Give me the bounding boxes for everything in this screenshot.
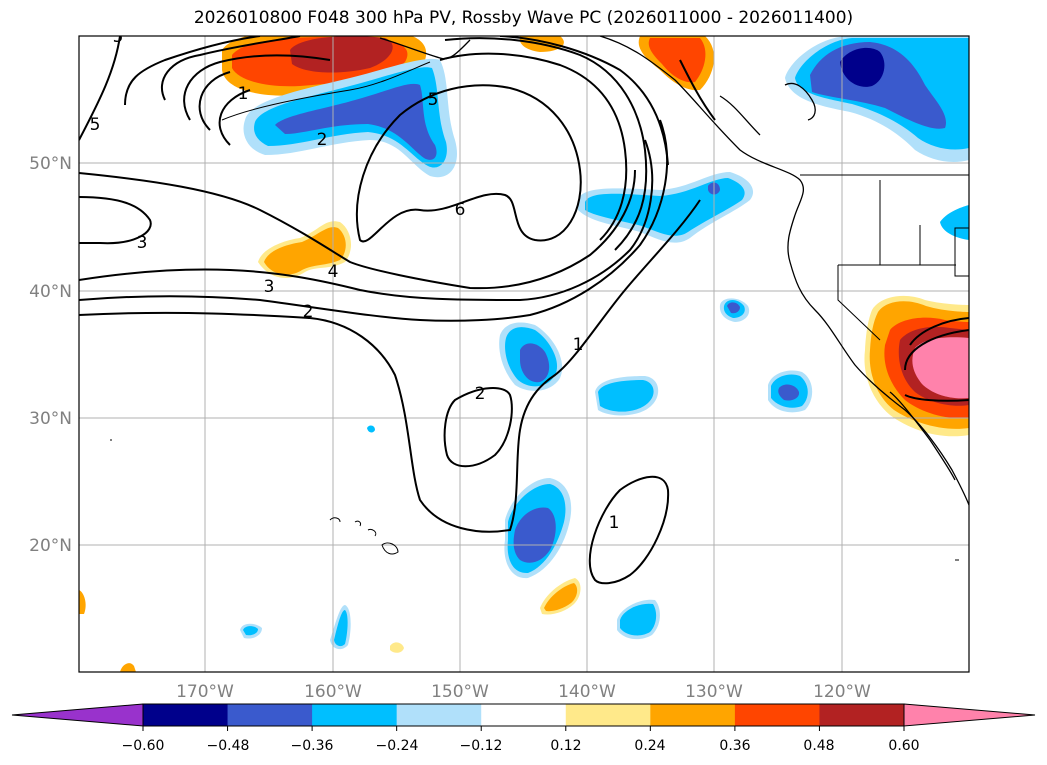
- colorbar-tick-labels: −0.60 −0.48 −0.36 −0.24 −0.12 0.12 0.24 …: [122, 738, 920, 754]
- map-frame: [78, 35, 970, 673]
- lon-label: 140°W: [558, 682, 616, 702]
- colorbar-segment: [565, 704, 651, 726]
- contour-label: 5: [428, 90, 439, 110]
- colorbar: [11, 703, 1036, 731]
- contour-labels: 5 1 2 5 6 3 4 3 2 1 2 1 5: [90, 27, 620, 533]
- colorbar-tick: −0.12: [460, 738, 503, 754]
- lat-label: 50°N: [29, 154, 72, 174]
- colorbar-segment: [143, 704, 229, 726]
- contour-label: 1: [573, 335, 584, 355]
- lat-label: 20°N: [29, 536, 72, 556]
- colorbar-tick: 0.60: [888, 738, 919, 754]
- colorbar-extend-min: [11, 703, 144, 727]
- contour-label: 6: [455, 200, 466, 220]
- contour-label: 2: [317, 130, 328, 150]
- lon-label: 150°W: [431, 682, 489, 702]
- longitude-labels: 170°W 160°W 150°W 140°W 130°W 120°W: [176, 682, 871, 702]
- colorbar-tick: 0.36: [719, 738, 750, 754]
- lon-label: 130°W: [685, 682, 743, 702]
- political-borders: [800, 174, 969, 341]
- islands: [110, 439, 959, 561]
- lat-label: 40°N: [29, 282, 72, 302]
- colorbar-segment: [227, 704, 313, 726]
- contour-label: 1: [609, 513, 620, 533]
- lon-label: 160°W: [304, 682, 362, 702]
- colorbar-tick: 0.12: [550, 738, 581, 754]
- colorbar-tick: −0.48: [207, 738, 250, 754]
- pv-contours: [79, 36, 969, 585]
- contour-label: 5: [90, 115, 101, 135]
- lon-label: 120°W: [813, 682, 871, 702]
- contour-label: 1: [238, 84, 249, 104]
- contour-label: 5: [113, 27, 124, 47]
- colorbar-tick: −0.36: [291, 738, 334, 754]
- colorbar-segment: [734, 704, 820, 726]
- colorbar-segment: [312, 704, 398, 726]
- colorbar-segment: [481, 704, 567, 726]
- colorbar-segment: [819, 704, 905, 726]
- colorbar-tick: −0.60: [122, 738, 165, 754]
- contour-label: 2: [303, 302, 314, 322]
- colorbar-segment: [396, 704, 482, 726]
- colorbar-tick: −0.24: [376, 738, 419, 754]
- lon-label: 170°W: [176, 682, 234, 702]
- coastlines: [221, 36, 969, 506]
- map-gridlines: [79, 36, 969, 672]
- contour-label: 4: [328, 262, 339, 282]
- latitude-labels: 50°N 40°N 30°N 20°N: [29, 154, 72, 556]
- contour-label: 2: [475, 384, 486, 404]
- colorbar-tick: 0.24: [634, 738, 665, 754]
- contour-label: 3: [137, 233, 148, 253]
- colorbar-frame: [142, 703, 905, 727]
- colorbar-extend-max: [903, 703, 1036, 727]
- contour-label: 3: [264, 277, 275, 297]
- colorbar-tick: 0.48: [803, 738, 834, 754]
- map-title: 2026010800 F048 300 hPa PV, Rossby Wave …: [193, 8, 854, 28]
- lat-label: 30°N: [29, 409, 72, 429]
- colorbar-segment: [650, 704, 736, 726]
